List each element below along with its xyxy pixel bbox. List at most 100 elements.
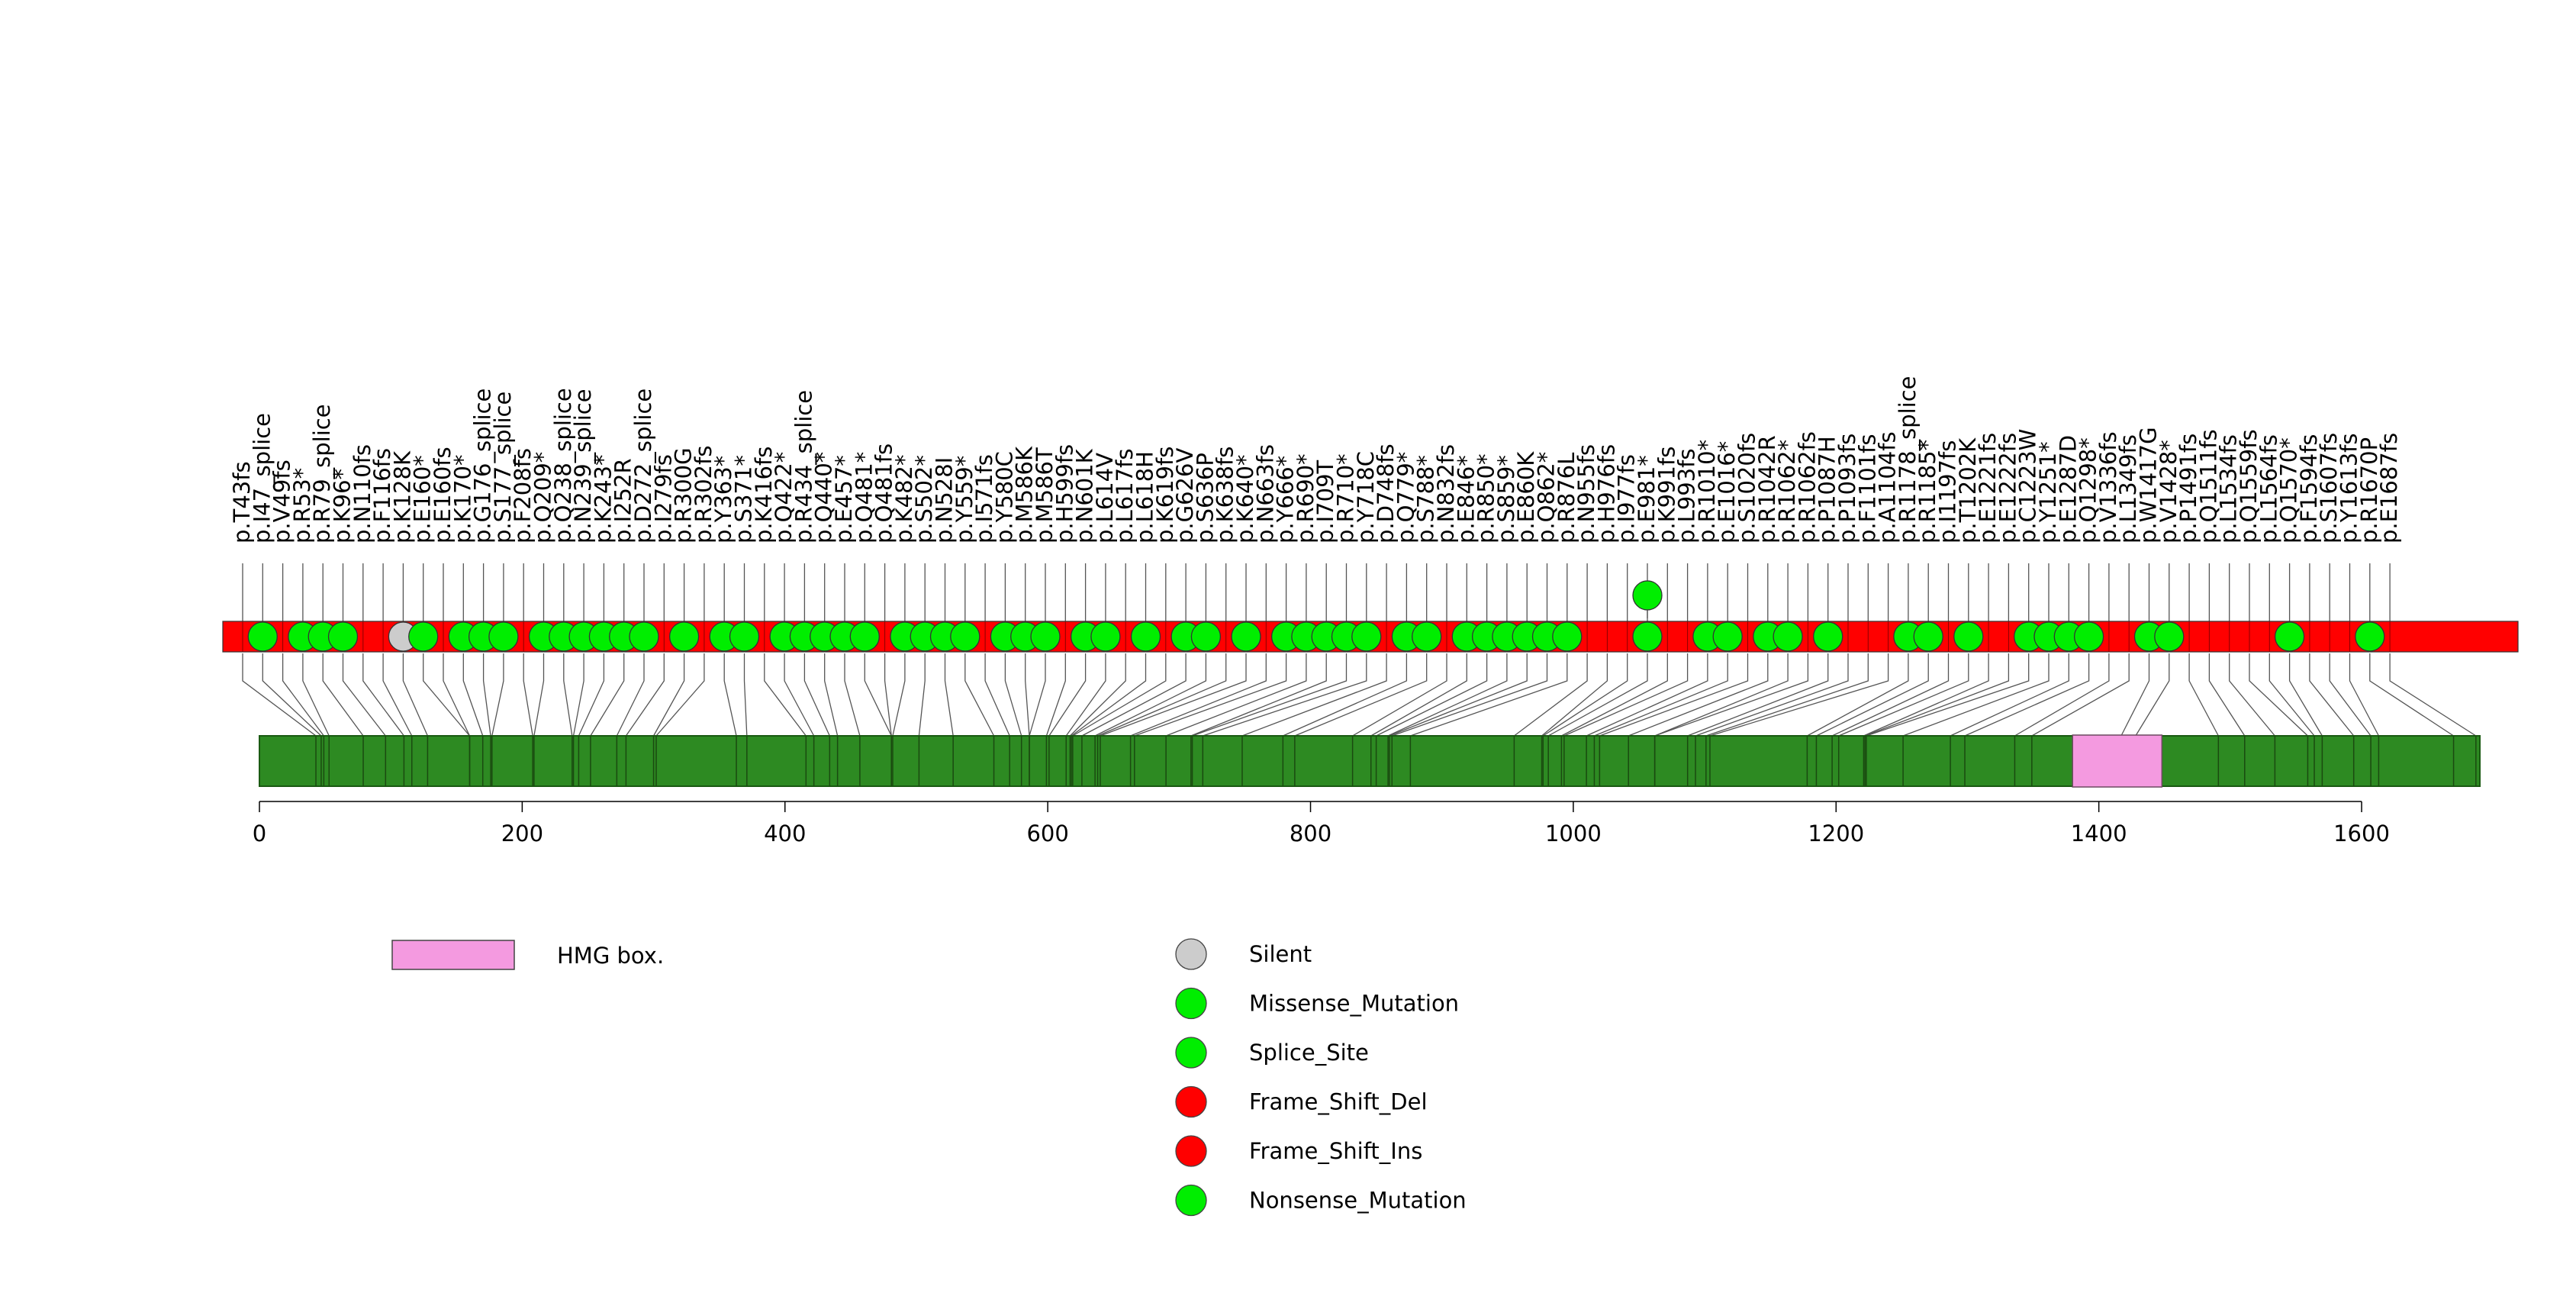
mutation-label: p.N832fs bbox=[1433, 444, 1459, 543]
mutation-label: p.T43fs bbox=[229, 461, 255, 543]
x-tick-label: 1600 bbox=[2333, 821, 2390, 847]
mutation-labels: p.T43fsp.I47_splicep.V49fsp.R53*p.R79_sp… bbox=[229, 376, 2402, 544]
x-tick-label: 0 bbox=[253, 821, 266, 847]
connector-lower bbox=[1599, 653, 1749, 737]
mutation-marker bbox=[1773, 621, 1803, 652]
connector-lower bbox=[944, 653, 954, 737]
connector-lower bbox=[523, 653, 533, 737]
mutation-label: p.S859* bbox=[1493, 455, 1519, 543]
mutation-label: p.R434_splice bbox=[791, 390, 816, 543]
x-tick-label: 200 bbox=[501, 821, 543, 847]
mutation-label: p.Q779* bbox=[1393, 452, 1418, 543]
x-tick-label: 400 bbox=[764, 821, 806, 847]
connector-lower bbox=[282, 653, 324, 737]
mutation-label: p.E1687fs bbox=[2376, 433, 2402, 543]
connector-lower bbox=[1025, 653, 1030, 737]
connector-lower bbox=[1392, 653, 1548, 737]
mutation-label: p.I252R bbox=[610, 458, 636, 543]
mutation-label: p.E846* bbox=[1453, 455, 1479, 543]
connector-lower bbox=[1376, 653, 1488, 737]
connector-lower bbox=[784, 653, 815, 737]
legend-label: Silent bbox=[1249, 941, 1312, 967]
mutation-label: p.Q481* bbox=[851, 452, 877, 543]
mutation-label: p.P1093fs bbox=[1834, 434, 1860, 543]
legend-label: Missense_Mutation bbox=[1249, 991, 1459, 1017]
connector-lower bbox=[1541, 653, 1608, 737]
mutation-label: p.E1222fs bbox=[1995, 433, 2021, 543]
mutation-label: p.L1564fs bbox=[2256, 434, 2281, 543]
legend-swatch bbox=[1175, 987, 1207, 1020]
connector-lower bbox=[1542, 653, 1628, 737]
connector-lower bbox=[655, 653, 705, 737]
connector-lower bbox=[616, 653, 645, 737]
mutation-label: p.A1104fs bbox=[1875, 431, 1901, 543]
connector-lower bbox=[1097, 653, 1227, 737]
mutation-marker bbox=[327, 621, 359, 652]
connector-lower bbox=[1065, 653, 1106, 737]
legend-label: HMG box. bbox=[557, 943, 664, 969]
mutation-marker bbox=[1712, 621, 1743, 652]
mutation-label: p.P1087H bbox=[1814, 436, 1840, 543]
x-tick-label: 1000 bbox=[1545, 821, 1602, 847]
connector-lower bbox=[1029, 653, 1046, 737]
mutation-marker bbox=[1412, 621, 1442, 652]
mutation-label: p.R300G bbox=[671, 447, 697, 543]
mutation-label: p.F1101fs bbox=[1854, 434, 1880, 543]
connector-lower bbox=[2369, 653, 2454, 737]
mutation-label: p.Y1251* bbox=[2035, 441, 2061, 543]
mutation-label: p.N110fs bbox=[349, 444, 375, 543]
mutation-marker bbox=[2355, 621, 2385, 652]
connector-lower bbox=[402, 653, 428, 737]
mutation-label: p.I47_splice bbox=[249, 413, 275, 543]
mutation-label: p.S1020fs bbox=[1734, 433, 1760, 543]
mutation-label: p.K640* bbox=[1232, 455, 1258, 544]
mutation-label: p.Q1298* bbox=[2075, 437, 2101, 543]
mutation-label: p.Q1570* bbox=[2276, 437, 2302, 543]
connector-lower bbox=[1045, 653, 1066, 737]
mutation-label: p.N955fs bbox=[1573, 444, 1599, 543]
mutation-label: p.Q1511fs bbox=[2195, 429, 2221, 543]
connector-lower bbox=[1370, 653, 1467, 737]
mutation-label: p.Q209* bbox=[530, 452, 556, 543]
domain-layer bbox=[2072, 734, 2163, 788]
mutation-label: p.K96* bbox=[330, 469, 356, 543]
connector-lower bbox=[1410, 653, 1568, 737]
mutation-label: p.L618H bbox=[1132, 451, 1158, 543]
mutation-label: p.K243* bbox=[590, 455, 616, 544]
mutation-marker bbox=[247, 621, 278, 652]
connector-lower bbox=[590, 653, 625, 737]
connector-lower bbox=[1241, 653, 1387, 737]
mutation-label: p.K991fs bbox=[1653, 447, 1679, 543]
mutation-label: p.E1287D bbox=[2055, 435, 2081, 543]
mutation-label: p.R1062* bbox=[1774, 440, 1800, 543]
mutation-marker bbox=[1190, 621, 1222, 652]
legend-swatch bbox=[1175, 1184, 1207, 1217]
mutation-marker bbox=[408, 621, 439, 652]
mutation-marker bbox=[950, 621, 980, 652]
mutation-label: p.D272_splice bbox=[630, 389, 656, 543]
connector-lower bbox=[1069, 653, 1126, 737]
mutation-marker bbox=[1231, 621, 1261, 652]
connector-lower bbox=[884, 653, 892, 737]
mutation-label: p.V1428* bbox=[2156, 440, 2182, 543]
mutation-label: p.K619fs bbox=[1152, 447, 1178, 543]
legend-swatch bbox=[1175, 938, 1207, 970]
connector-lower bbox=[1831, 653, 1950, 737]
mutation-label: p.I709T bbox=[1312, 460, 1338, 543]
mutation-label: p.F208fs bbox=[510, 448, 536, 543]
mutation-label: p.I977fs bbox=[1614, 454, 1640, 543]
connector-lower bbox=[482, 653, 491, 737]
connector-lower bbox=[322, 653, 364, 737]
mutation-label: p.G176_splice bbox=[470, 389, 496, 543]
connector-lower bbox=[764, 653, 807, 737]
mutation-label: p.N239_splice bbox=[570, 389, 596, 543]
mutation-label: p.K170* bbox=[449, 455, 475, 544]
mutation-label: p.M586T bbox=[1032, 447, 1058, 543]
connector-lower bbox=[1866, 653, 2030, 737]
connector-lower bbox=[382, 653, 413, 737]
mutation-label: p.C1223W bbox=[2015, 429, 2041, 543]
legend-label: Splice_Site bbox=[1249, 1040, 1369, 1066]
connector-lower bbox=[443, 653, 471, 737]
mutation-label: p.D748fs bbox=[1373, 443, 1399, 543]
mutation-marker bbox=[668, 621, 700, 652]
